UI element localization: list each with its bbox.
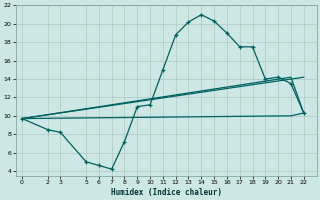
X-axis label: Humidex (Indice chaleur): Humidex (Indice chaleur)	[111, 188, 221, 197]
